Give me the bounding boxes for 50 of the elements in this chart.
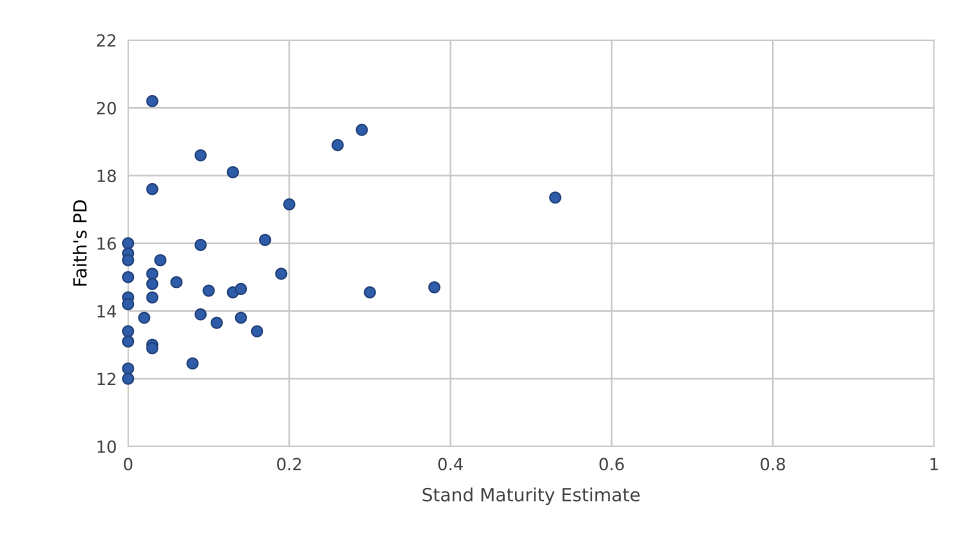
- x-tick-label: 0.6: [599, 458, 624, 470]
- point: [226, 166, 239, 178]
- point: [549, 192, 562, 204]
- y-tick-label: 12: [98, 372, 116, 386]
- point: [146, 342, 158, 354]
- point: [122, 271, 134, 284]
- point: [250, 325, 264, 338]
- point: [122, 237, 134, 250]
- point: [186, 357, 199, 370]
- point: [138, 312, 150, 324]
- point: [234, 312, 248, 324]
- x-tick-label: 0.8: [760, 458, 785, 470]
- point: [146, 183, 158, 196]
- point: [194, 308, 207, 320]
- point: [146, 278, 158, 290]
- point: [122, 254, 134, 266]
- point: [259, 234, 272, 246]
- y-tick-label: 10: [98, 440, 116, 453]
- y-tick-label: 18: [98, 170, 116, 182]
- point: [275, 268, 288, 280]
- point: [146, 95, 158, 108]
- point: [194, 238, 207, 252]
- point: [332, 139, 344, 152]
- point: [122, 362, 134, 375]
- point: [154, 254, 166, 266]
- point: [283, 198, 296, 210]
- point: [210, 316, 223, 329]
- y-axis-title: Faith's PD: [72, 200, 87, 286]
- point: [146, 291, 158, 304]
- point: [122, 298, 134, 310]
- x-tick-label: 0: [124, 458, 132, 470]
- x-tick-label: 1: [930, 458, 938, 470]
- y-tick-label: 20: [97, 102, 116, 114]
- point: [122, 335, 134, 348]
- point: [202, 284, 215, 297]
- point: [356, 124, 368, 136]
- point: [146, 268, 158, 280]
- x-axis-title: Stand Maturity Estimate: [422, 488, 640, 506]
- point: [194, 149, 207, 162]
- point: [122, 325, 134, 338]
- y-tick-label: 14: [98, 305, 116, 318]
- y-tick-label: 16: [98, 237, 116, 250]
- y-tick-label: 22: [97, 34, 116, 47]
- point: [428, 281, 440, 294]
- point: [122, 372, 134, 385]
- point: [234, 282, 248, 296]
- x-tick-label: 0.4: [438, 458, 463, 470]
- point: [364, 286, 376, 298]
- x-tick-label: 0.2: [277, 458, 301, 470]
- point: [170, 276, 183, 288]
